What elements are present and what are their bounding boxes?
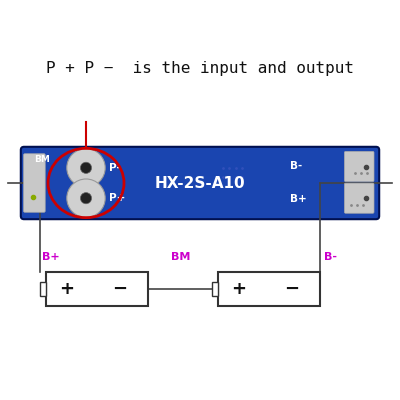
Text: P + P −  is the input and output: P + P − is the input and output — [46, 60, 354, 76]
Text: B+: B+ — [290, 194, 306, 204]
Text: +: + — [59, 280, 74, 298]
Circle shape — [67, 149, 105, 187]
Text: P-: P- — [109, 163, 121, 173]
Text: BM: BM — [170, 252, 190, 262]
Text: −: − — [284, 280, 299, 298]
Circle shape — [80, 192, 92, 204]
Bar — [212, 282, 218, 296]
Bar — [46, 272, 148, 306]
FancyBboxPatch shape — [21, 147, 379, 219]
Text: P+: P+ — [109, 193, 126, 203]
Text: B+: B+ — [42, 252, 60, 262]
Text: BM: BM — [34, 155, 50, 164]
Text: B-: B- — [324, 252, 337, 262]
Bar — [218, 272, 320, 306]
FancyBboxPatch shape — [24, 154, 45, 212]
Text: B-: B- — [290, 161, 302, 171]
Text: HX-2S-A10: HX-2S-A10 — [155, 176, 245, 190]
Circle shape — [80, 162, 92, 174]
FancyBboxPatch shape — [344, 183, 374, 213]
Text: +: + — [231, 280, 246, 298]
Bar — [40, 282, 46, 296]
FancyBboxPatch shape — [344, 152, 374, 182]
Text: −: − — [112, 280, 127, 298]
Circle shape — [67, 179, 105, 217]
